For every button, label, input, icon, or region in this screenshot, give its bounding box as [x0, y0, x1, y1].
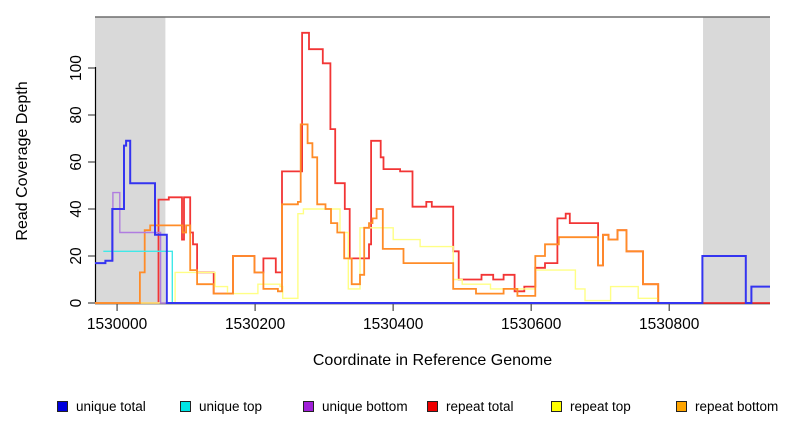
legend-label: unique total [76, 398, 146, 414]
shaded-region [703, 17, 770, 303]
y-tick-label: 20 [68, 247, 85, 265]
legend-item-unique-top: unique top [180, 397, 262, 415]
legend-item-repeat-bottom: repeat bottom [676, 397, 778, 415]
x-tick-label: 1530200 [225, 316, 286, 333]
x-tick-label: 1530400 [363, 316, 424, 333]
legend-swatch-icon [180, 400, 191, 412]
legend-label: repeat top [570, 398, 631, 414]
legend-item-unique-total: unique total [57, 397, 146, 415]
legend-label: repeat bottom [695, 398, 779, 414]
y-tick-label: 40 [68, 200, 85, 218]
x-tick-label: 1530000 [87, 316, 148, 333]
legend-swatch-icon [57, 400, 68, 412]
legend-label: unique bottom [322, 398, 408, 414]
legend-item-repeat-total: repeat total [427, 397, 514, 415]
series-repeat-top [95, 208, 659, 304]
y-tick-label: 0 [68, 298, 85, 307]
legend-swatch-icon [303, 400, 314, 412]
legend-swatch-icon [551, 400, 562, 412]
series-repeat-bottom [95, 123, 660, 304]
y-axis-title: Read Coverage Depth [14, 81, 31, 241]
legend-label: repeat total [446, 398, 514, 414]
coverage-plot: 1530000 1530200 1530400 1530600 1530800 0 20 40… [68, 16, 770, 333]
x-axis-title: Coordinate in Reference Genome [312, 352, 553, 369]
series-unique-total [95, 139, 770, 304]
x-tick-label: 1530600 [501, 316, 562, 333]
y-tick-label: 60 [68, 153, 85, 171]
legend-swatch-icon [676, 400, 687, 412]
legend-swatch-icon [427, 400, 438, 412]
legend-item-unique-bottom: unique bottom [303, 397, 408, 415]
legend-label: unique top [199, 398, 263, 414]
legend: unique total unique top unique bottom repea… [0, 397, 792, 421]
y-tick-label: 100 [68, 55, 85, 81]
y-tick-label: 80 [68, 106, 85, 124]
x-tick-label: 1530800 [639, 316, 700, 333]
legend-item-repeat-top: repeat top [551, 397, 631, 415]
